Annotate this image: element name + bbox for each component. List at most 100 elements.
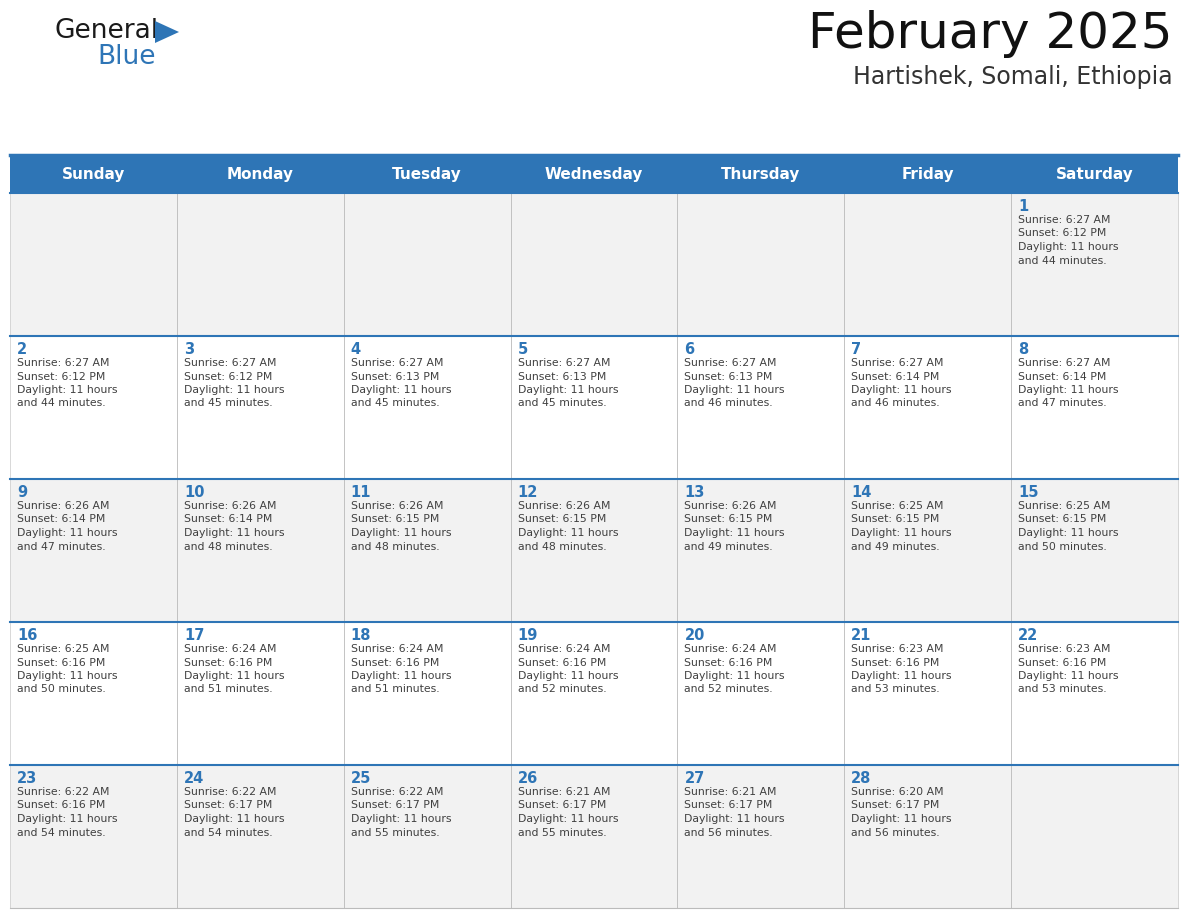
Text: Sunset: 6:17 PM: Sunset: 6:17 PM bbox=[684, 800, 773, 811]
Text: Sunset: 6:14 PM: Sunset: 6:14 PM bbox=[17, 514, 106, 524]
Bar bbox=[1011, 622, 1178, 765]
Text: 26: 26 bbox=[518, 771, 538, 786]
Bar bbox=[677, 765, 845, 908]
Text: 28: 28 bbox=[852, 771, 872, 786]
Text: 17: 17 bbox=[184, 628, 204, 643]
Text: 22: 22 bbox=[1018, 628, 1038, 643]
Text: Sunset: 6:17 PM: Sunset: 6:17 PM bbox=[184, 800, 272, 811]
Text: Sunset: 6:16 PM: Sunset: 6:16 PM bbox=[1018, 657, 1106, 667]
Bar bbox=[511, 479, 677, 622]
Text: and 48 minutes.: and 48 minutes. bbox=[518, 542, 606, 552]
Bar bbox=[177, 336, 343, 479]
Text: and 54 minutes.: and 54 minutes. bbox=[184, 827, 272, 837]
Text: Daylight: 11 hours: Daylight: 11 hours bbox=[1018, 671, 1119, 681]
Text: Sunrise: 6:25 AM: Sunrise: 6:25 AM bbox=[1018, 501, 1111, 511]
Text: Friday: Friday bbox=[902, 166, 954, 182]
Text: Sunrise: 6:26 AM: Sunrise: 6:26 AM bbox=[17, 501, 109, 511]
Text: Thursday: Thursday bbox=[721, 166, 801, 182]
Text: Sunset: 6:16 PM: Sunset: 6:16 PM bbox=[684, 657, 773, 667]
Text: Daylight: 11 hours: Daylight: 11 hours bbox=[852, 385, 952, 395]
Text: Sunrise: 6:24 AM: Sunrise: 6:24 AM bbox=[350, 644, 443, 654]
Text: Sunset: 6:14 PM: Sunset: 6:14 PM bbox=[184, 514, 272, 524]
Bar bbox=[511, 193, 677, 336]
Bar bbox=[10, 336, 177, 479]
Bar bbox=[511, 336, 677, 479]
Text: Sunset: 6:16 PM: Sunset: 6:16 PM bbox=[184, 657, 272, 667]
Text: Sunset: 6:15 PM: Sunset: 6:15 PM bbox=[350, 514, 440, 524]
Text: Sunrise: 6:21 AM: Sunrise: 6:21 AM bbox=[684, 787, 777, 797]
Bar bbox=[10, 155, 1178, 193]
Text: 18: 18 bbox=[350, 628, 371, 643]
Bar bbox=[177, 479, 343, 622]
Bar bbox=[677, 336, 845, 479]
Text: Sunrise: 6:23 AM: Sunrise: 6:23 AM bbox=[852, 644, 943, 654]
Text: Sunrise: 6:22 AM: Sunrise: 6:22 AM bbox=[17, 787, 109, 797]
Text: 6: 6 bbox=[684, 342, 695, 357]
Text: Wednesday: Wednesday bbox=[545, 166, 643, 182]
Text: Sunrise: 6:27 AM: Sunrise: 6:27 AM bbox=[1018, 358, 1111, 368]
Bar bbox=[1011, 479, 1178, 622]
Text: Daylight: 11 hours: Daylight: 11 hours bbox=[350, 528, 451, 538]
Text: and 52 minutes.: and 52 minutes. bbox=[518, 685, 606, 695]
Text: 12: 12 bbox=[518, 485, 538, 500]
Text: Daylight: 11 hours: Daylight: 11 hours bbox=[684, 671, 785, 681]
Text: Sunset: 6:12 PM: Sunset: 6:12 PM bbox=[17, 372, 106, 382]
Text: Tuesday: Tuesday bbox=[392, 166, 462, 182]
Text: and 52 minutes.: and 52 minutes. bbox=[684, 685, 773, 695]
Text: and 50 minutes.: and 50 minutes. bbox=[1018, 542, 1107, 552]
Text: 1: 1 bbox=[1018, 199, 1029, 214]
Bar bbox=[845, 336, 1011, 479]
Text: 9: 9 bbox=[17, 485, 27, 500]
Bar bbox=[177, 622, 343, 765]
Text: and 47 minutes.: and 47 minutes. bbox=[17, 542, 106, 552]
Text: 7: 7 bbox=[852, 342, 861, 357]
Bar bbox=[511, 765, 677, 908]
Text: Sunrise: 6:26 AM: Sunrise: 6:26 AM bbox=[350, 501, 443, 511]
Bar bbox=[677, 193, 845, 336]
Text: General: General bbox=[55, 18, 159, 44]
Text: Sunset: 6:12 PM: Sunset: 6:12 PM bbox=[1018, 229, 1106, 239]
Text: Daylight: 11 hours: Daylight: 11 hours bbox=[1018, 242, 1119, 252]
Bar bbox=[177, 193, 343, 336]
Text: Daylight: 11 hours: Daylight: 11 hours bbox=[518, 671, 618, 681]
Text: and 44 minutes.: and 44 minutes. bbox=[17, 398, 106, 409]
Text: Sunset: 6:16 PM: Sunset: 6:16 PM bbox=[350, 657, 440, 667]
Bar bbox=[1011, 193, 1178, 336]
Text: 10: 10 bbox=[184, 485, 204, 500]
Text: and 55 minutes.: and 55 minutes. bbox=[518, 827, 606, 837]
Text: Daylight: 11 hours: Daylight: 11 hours bbox=[350, 814, 451, 824]
Text: 14: 14 bbox=[852, 485, 872, 500]
Text: 13: 13 bbox=[684, 485, 704, 500]
Text: Daylight: 11 hours: Daylight: 11 hours bbox=[684, 385, 785, 395]
Text: Daylight: 11 hours: Daylight: 11 hours bbox=[684, 814, 785, 824]
Bar bbox=[343, 479, 511, 622]
Text: 3: 3 bbox=[184, 342, 194, 357]
Text: Blue: Blue bbox=[97, 44, 156, 70]
Text: Daylight: 11 hours: Daylight: 11 hours bbox=[852, 671, 952, 681]
Text: Sunset: 6:17 PM: Sunset: 6:17 PM bbox=[852, 800, 940, 811]
Text: and 47 minutes.: and 47 minutes. bbox=[1018, 398, 1107, 409]
Text: Sunset: 6:14 PM: Sunset: 6:14 PM bbox=[852, 372, 940, 382]
Text: Sunrise: 6:25 AM: Sunrise: 6:25 AM bbox=[17, 644, 109, 654]
Text: Daylight: 11 hours: Daylight: 11 hours bbox=[1018, 528, 1119, 538]
Text: Daylight: 11 hours: Daylight: 11 hours bbox=[1018, 385, 1119, 395]
Text: Daylight: 11 hours: Daylight: 11 hours bbox=[17, 385, 118, 395]
Text: and 53 minutes.: and 53 minutes. bbox=[1018, 685, 1107, 695]
Text: Daylight: 11 hours: Daylight: 11 hours bbox=[518, 528, 618, 538]
Text: Sunrise: 6:27 AM: Sunrise: 6:27 AM bbox=[518, 358, 611, 368]
Text: Sunset: 6:16 PM: Sunset: 6:16 PM bbox=[852, 657, 940, 667]
Text: and 51 minutes.: and 51 minutes. bbox=[350, 685, 440, 695]
Text: Daylight: 11 hours: Daylight: 11 hours bbox=[852, 528, 952, 538]
Text: Saturday: Saturday bbox=[1056, 166, 1133, 182]
Text: 21: 21 bbox=[852, 628, 872, 643]
Text: Daylight: 11 hours: Daylight: 11 hours bbox=[852, 814, 952, 824]
Text: 27: 27 bbox=[684, 771, 704, 786]
Text: Sunrise: 6:26 AM: Sunrise: 6:26 AM bbox=[684, 501, 777, 511]
Bar bbox=[845, 765, 1011, 908]
Text: and 50 minutes.: and 50 minutes. bbox=[17, 685, 106, 695]
Text: Sunset: 6:15 PM: Sunset: 6:15 PM bbox=[684, 514, 773, 524]
Text: 5: 5 bbox=[518, 342, 527, 357]
Text: and 56 minutes.: and 56 minutes. bbox=[684, 827, 773, 837]
Text: Daylight: 11 hours: Daylight: 11 hours bbox=[17, 671, 118, 681]
Bar bbox=[343, 336, 511, 479]
